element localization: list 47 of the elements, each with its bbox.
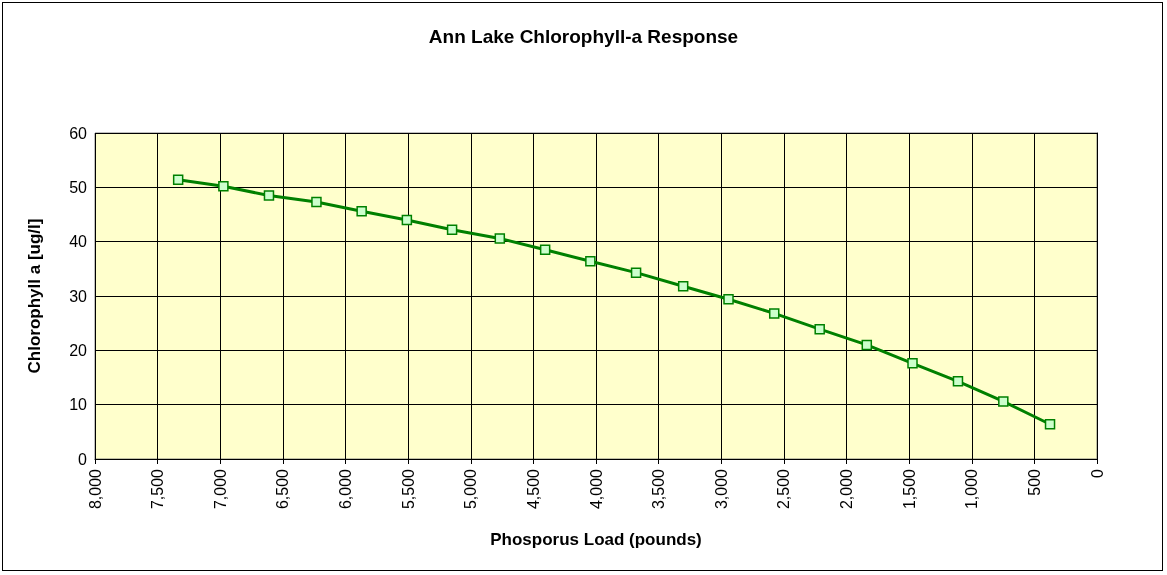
y-tick-label: 60: [69, 124, 88, 142]
point: [446, 224, 458, 235]
x-tick-label: 3,500: [650, 468, 668, 510]
point: [861, 339, 873, 351]
x-tick-label: 4,500: [524, 468, 542, 510]
point: [998, 396, 1009, 407]
x-tick-label: 6,000: [337, 468, 354, 510]
y-tick-label: 0: [78, 450, 88, 468]
point: [1044, 418, 1056, 430]
x-tick-label: 1,500: [900, 468, 918, 510]
point: [814, 323, 825, 335]
point: [356, 205, 367, 217]
point: [263, 190, 275, 201]
point: [630, 267, 642, 278]
y-tick-label: 30: [69, 287, 88, 305]
point: [401, 214, 413, 226]
point: [172, 174, 184, 185]
x-tick-label: 500: [1025, 468, 1043, 496]
x-tick-label: 2,000: [838, 468, 855, 510]
point: [311, 196, 322, 208]
point: [768, 308, 780, 319]
point: [539, 244, 551, 256]
x-tick-label: 0: [1088, 468, 1106, 478]
x-tick-label: 7,500: [149, 468, 167, 510]
x-tick-label: 8,000: [86, 468, 104, 510]
point: [677, 280, 689, 292]
y-axis-title: Chlorophyll a [ug/l]: [25, 218, 44, 374]
x-tick-label: 4,000: [587, 468, 605, 510]
x-tick-label: 7,000: [211, 468, 229, 510]
x-tick-label: 5,000: [462, 468, 480, 510]
chart-title: Ann Lake Chlorophyll-a Response: [428, 26, 739, 47]
point: [494, 233, 506, 244]
y-tick-label: 40: [69, 233, 88, 251]
point: [723, 294, 734, 305]
point: [585, 255, 596, 267]
point: [907, 358, 918, 369]
y-tick-label: 10: [69, 396, 88, 414]
x-tick-label: 1,000: [963, 468, 981, 510]
y-tick-label: 50: [69, 178, 88, 196]
point: [218, 181, 229, 192]
x-tick-label: 3,000: [712, 468, 730, 510]
x-tick-label: 6,500: [274, 468, 292, 510]
x-tick-label: 5,500: [399, 468, 417, 510]
x-axis-title: Phosporus Load (pounds): [490, 530, 702, 549]
point: [952, 376, 964, 387]
y-tick-label: 20: [69, 341, 88, 359]
x-tick-label: 2,500: [775, 468, 793, 510]
